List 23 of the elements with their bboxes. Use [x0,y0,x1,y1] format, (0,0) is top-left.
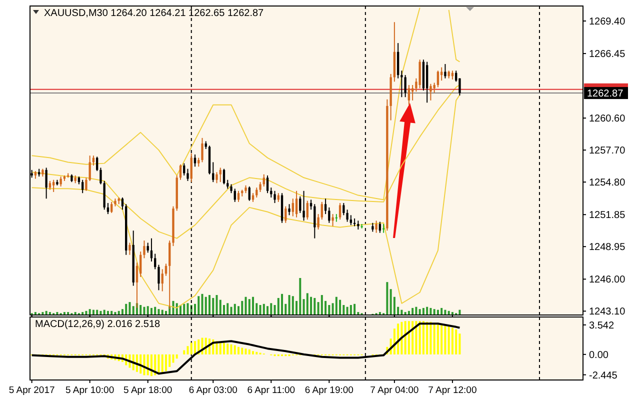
y-tick-label: 1269.40 [589,16,626,28]
y-tick-label: 1260.60 [589,114,626,125]
x-tick-label: 6 Apr 03:00 [188,385,238,396]
y-tick-label: 1257.70 [589,146,626,157]
y-tick-label: 1266.45 [589,49,626,60]
chart-title: XAUUSD,M30 1264.20 1264.21 1262.65 1262.87 [44,8,264,19]
x-tick-label: 7 Apr 12:00 [428,385,477,396]
y-tick-label: 1246.00 [589,274,626,286]
x-tick-label: 6 Apr 11:00 [247,385,296,396]
x-tick-label: 5 Apr 2017 [8,385,55,396]
y-tick-label: 3.542 [589,320,614,332]
y-tick-label: 1248.95 [589,242,626,254]
y-tick-label: 1251.85 [589,210,626,222]
x-tick-label: 5 Apr 10:00 [66,385,114,396]
x-tick-label: 7 Apr 04:00 [370,385,419,396]
y-tick-label: -2.445 [589,370,618,382]
y-tick-label: 1243.10 [589,306,626,318]
x-tick-label: 6 Apr 19:00 [304,385,354,396]
y-tick-label: 0.00 [589,350,609,361]
y-tick-label: 1254.80 [589,178,626,189]
x-tick-label: 5 Apr 18:00 [124,385,172,396]
chart-title: MACD(12,26,9) 2.016 2.518 [35,319,161,330]
ref-line-label: 1262.87 [587,88,624,100]
